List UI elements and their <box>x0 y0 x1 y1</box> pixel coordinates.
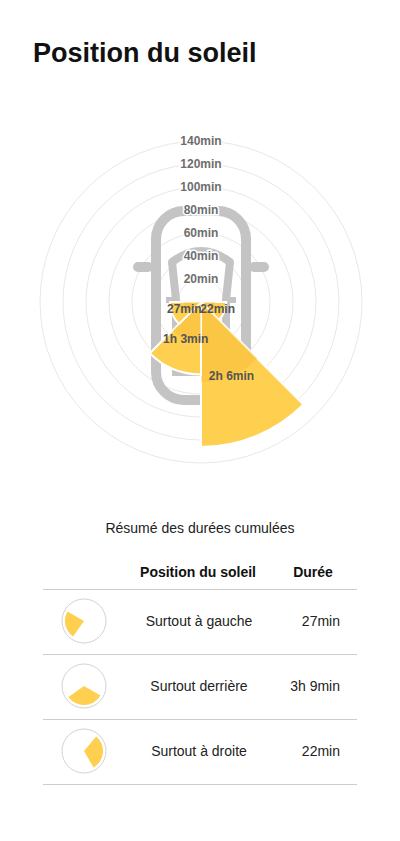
row-icon-wedge <box>68 686 100 705</box>
page: Position du soleil 20min 40min 60min 80min 10… <box>0 0 400 841</box>
row-icon-wedge <box>65 612 84 637</box>
table-title: Résumé des durées cumulées <box>105 520 294 536</box>
row-duration: 27min <box>302 613 340 629</box>
row-icon <box>62 599 106 643</box>
summary-table: Résumé des durées cumulées Position du so… <box>43 520 357 785</box>
data-label: 1h 3min <box>163 332 208 346</box>
tick-label: 40min <box>184 249 219 263</box>
table-header: Durée <box>293 564 333 580</box>
sectors <box>150 302 304 447</box>
row-position: Surtout à droite <box>151 743 247 759</box>
sector-shade <box>201 302 257 382</box>
grid-circle <box>40 141 362 463</box>
sector <box>201 302 303 447</box>
data-label: 27min <box>167 302 202 316</box>
table-rule <box>43 719 357 720</box>
tick-label: 60min <box>184 226 219 240</box>
row-duration: 22min <box>302 743 340 759</box>
tick-labels: 20min 40min 60min 80min 100min 120min 140min <box>180 134 221 286</box>
tick-label: 120min <box>180 157 221 171</box>
title: Position du soleil <box>33 38 257 68</box>
table-header: Position du soleil <box>140 564 256 580</box>
row-duration: 3h 9min <box>290 678 340 694</box>
tick-label: 80min <box>184 203 219 217</box>
car-mirror <box>249 262 269 272</box>
data-labels: 22min 2h 6min 1h 3min 27min <box>163 302 254 383</box>
data-label: 2h 6min <box>209 369 254 383</box>
row-icon <box>62 664 106 708</box>
car-mirror <box>133 262 153 272</box>
row-icon <box>62 729 106 773</box>
tick-label: 100min <box>180 180 221 194</box>
row-position: Surtout derrière <box>150 678 247 694</box>
data-label: 22min <box>200 302 235 316</box>
tick-label: 140min <box>180 134 221 148</box>
table-rule <box>43 784 357 785</box>
tick-label: 20min <box>184 272 219 286</box>
car-icon <box>133 211 269 400</box>
grid <box>40 141 362 463</box>
table-rule <box>43 654 357 655</box>
row-icon-wedge <box>84 736 103 767</box>
row-position: Surtout à gauche <box>146 613 253 629</box>
table-rule <box>43 589 357 590</box>
